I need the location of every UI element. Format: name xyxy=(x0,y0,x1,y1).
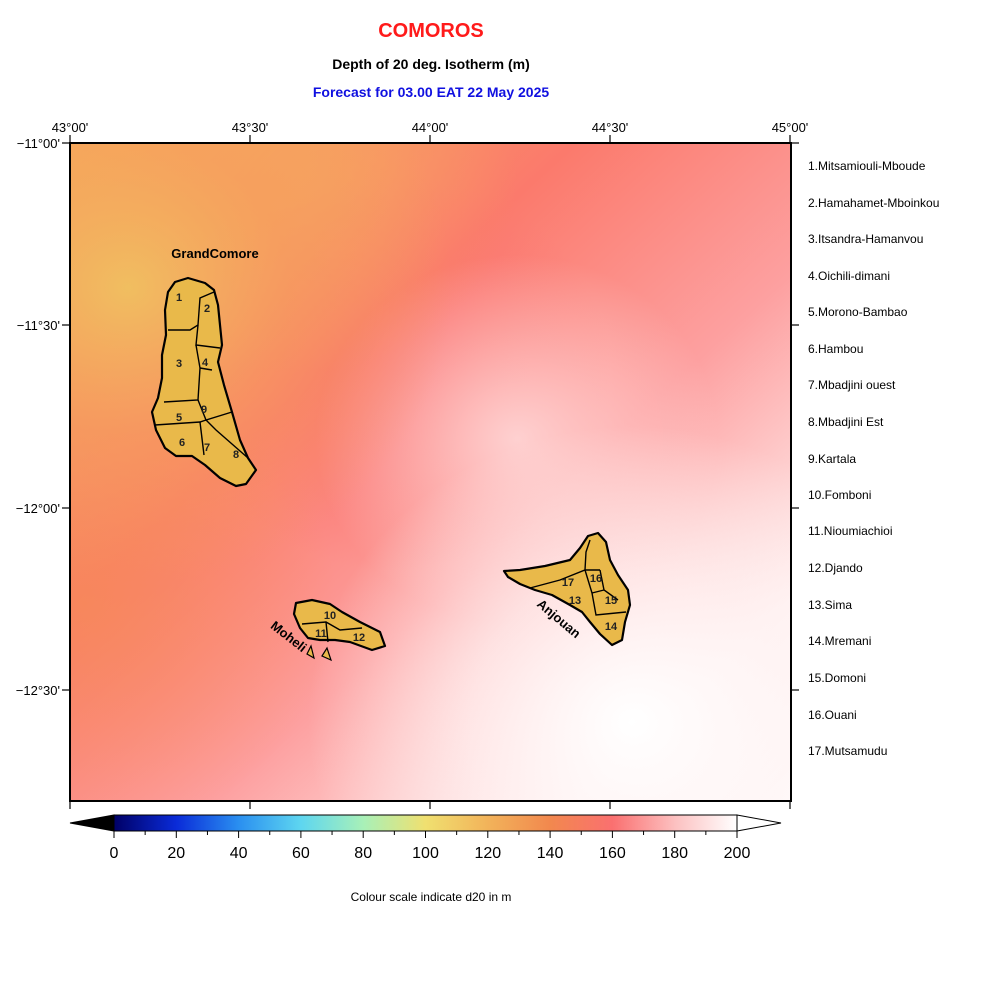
colorbar-tick-label: 180 xyxy=(661,845,688,862)
colorbar-tick-label: 80 xyxy=(354,845,372,862)
map-title: COMOROS xyxy=(378,20,484,42)
region-number: 3 xyxy=(176,358,182,370)
region-legend-item: 7.Mbadjini ouest xyxy=(808,378,896,392)
region-legend-item: 9.Kartala xyxy=(808,452,857,466)
region-legend-item: 16.Ouani xyxy=(808,708,857,722)
colorbar-low-arrow xyxy=(69,814,115,832)
lon-label: 44°30' xyxy=(592,120,629,135)
region-legend-item: 8.Mbadjini Est xyxy=(808,415,884,429)
region-number: 7 xyxy=(204,442,210,454)
colorbar-tick-label: 20 xyxy=(167,845,185,862)
colorbar-tick-label: 120 xyxy=(474,845,501,862)
region-number: 16 xyxy=(590,573,602,585)
colorbar-tick-label: 140 xyxy=(537,845,564,862)
region-legend-item: 15.Domoni xyxy=(808,671,867,685)
region-number: 4 xyxy=(202,357,209,369)
colorbar-tick-label: 40 xyxy=(230,845,248,862)
colorbar-gradient xyxy=(113,814,738,832)
colorbar-tick-label: 100 xyxy=(412,845,439,862)
region-legend-item: 13.Sima xyxy=(808,598,853,612)
region-number: 10 xyxy=(324,610,336,622)
lon-label: 45°00' xyxy=(772,120,809,135)
lat-label: −12°30' xyxy=(16,683,60,698)
colorbar-tick-label: 0 xyxy=(110,845,119,862)
region-number: 17 xyxy=(562,577,574,589)
region-legend-item: 1.Mitsamiouli-Mboude xyxy=(808,159,926,173)
lon-label: 44°00' xyxy=(412,120,449,135)
colorbar: 0 20 40 60 80 100 120 140 160 180 200 xyxy=(69,814,782,862)
region-number: 9 xyxy=(201,404,207,416)
colorbar-high-arrow xyxy=(736,814,782,832)
region-legend-item: 11.Nioumiachioi xyxy=(808,524,893,538)
region-number: 1 xyxy=(176,292,182,304)
colorbar-caption: Colour scale indicate d20 in m xyxy=(350,890,512,904)
region-legend-item: 3.Itsandra-Hamanvou xyxy=(808,232,924,246)
region-number: 12 xyxy=(353,632,365,644)
region-legend-item: 5.Morono-Bambao xyxy=(808,305,908,319)
axis-ticks xyxy=(62,135,799,809)
d20-field xyxy=(70,143,791,801)
region-number: 14 xyxy=(605,621,618,633)
lat-label: −11°30' xyxy=(17,318,60,333)
region-legend-item: 10.Fomboni xyxy=(808,488,872,502)
region-legend-item: 14.Mremani xyxy=(808,634,872,648)
forecast-time: Forecast for 03.00 EAT 22 May 2025 xyxy=(312,84,550,100)
lat-label: −11°00' xyxy=(17,136,60,151)
region-legend-item: 17.Mutsamudu xyxy=(808,744,888,758)
colorbar-tick-label: 60 xyxy=(292,845,310,862)
moheli-island: 10 11 12 Moheli xyxy=(268,598,387,662)
lon-label: 43°00' xyxy=(52,120,89,135)
region-legend-item: 6.Hambou xyxy=(808,342,864,356)
region-number: 15 xyxy=(605,595,617,607)
region-legend-item: 4.Oichili-dimani xyxy=(808,269,891,283)
region-number: 6 xyxy=(179,437,185,449)
colorbar-tick-label: 200 xyxy=(724,845,751,862)
region-number: 5 xyxy=(176,412,182,424)
map-subtitle: Depth of 20 deg. Isotherm (m) xyxy=(332,56,530,72)
colorbar-tick-label: 160 xyxy=(599,845,626,862)
island-name-grand-comore: GrandComore xyxy=(171,246,258,261)
region-number: 11 xyxy=(315,628,327,640)
region-legend-item: 12.Djando xyxy=(808,561,863,575)
region-legend-item: 2.Hamahamet-Mboinkou xyxy=(808,196,940,210)
lon-label: 43°30' xyxy=(232,120,269,135)
region-number: 8 xyxy=(233,449,239,461)
grand-comore-island: 1 2 3 4 5 6 7 8 9 GrandComore xyxy=(150,246,259,488)
lat-label: −12°00' xyxy=(16,501,60,516)
region-number: 13 xyxy=(569,595,581,607)
region-number: 2 xyxy=(204,303,210,315)
